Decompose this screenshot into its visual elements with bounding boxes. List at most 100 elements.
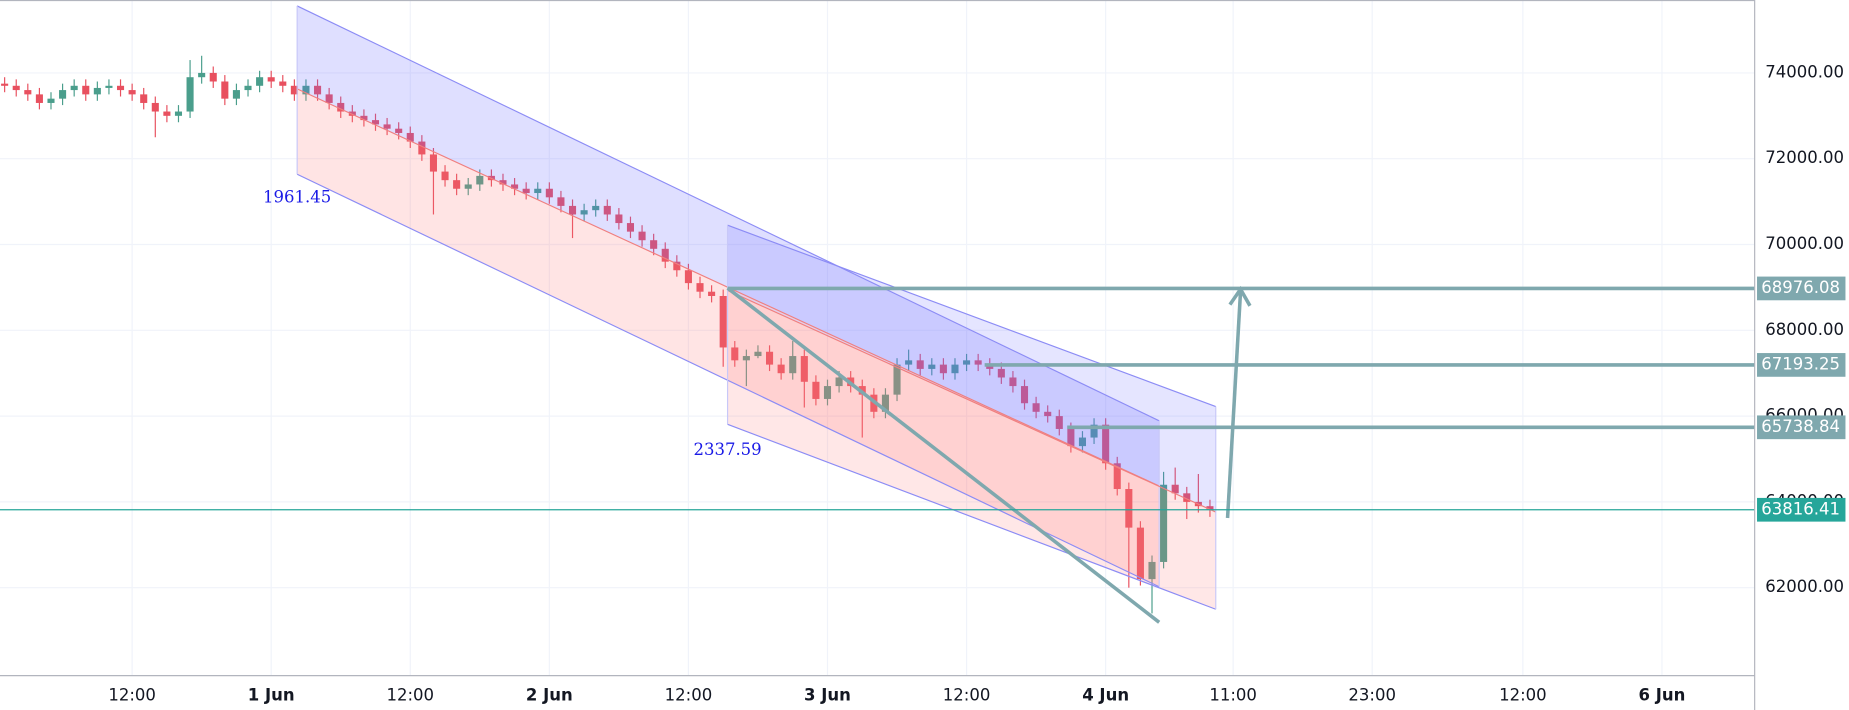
x-tick-label: 2 Jun xyxy=(526,685,573,704)
candle-body xyxy=(997,368,1005,378)
candle-body xyxy=(406,132,414,142)
candle-body xyxy=(638,231,646,241)
candle-body xyxy=(163,111,171,116)
candle-body xyxy=(534,188,542,194)
price-label-box xyxy=(1757,415,1846,440)
candle-body xyxy=(1044,411,1052,417)
channel-line xyxy=(727,289,1217,513)
candle-body xyxy=(24,90,32,95)
x-tick-label: 12:00 xyxy=(665,685,713,704)
x-tick-label: 1 Jun xyxy=(248,685,295,704)
candle-body xyxy=(986,364,994,369)
candle-body xyxy=(128,90,136,95)
candle-body xyxy=(1078,437,1087,447)
current-price-label: 63816.41 xyxy=(1761,499,1840,518)
candle-body xyxy=(140,94,148,103)
candle-body xyxy=(337,102,345,112)
price-label: 68976.08 xyxy=(1761,278,1840,297)
trend-line xyxy=(726,286,1161,624)
candle-body xyxy=(684,270,692,284)
candle-body xyxy=(1055,416,1063,429)
candle-body xyxy=(59,90,67,99)
candle-body xyxy=(1160,484,1168,562)
candle-body xyxy=(325,94,333,103)
candle-body xyxy=(557,197,565,206)
candle-body xyxy=(580,210,588,215)
candle-body xyxy=(1,83,9,86)
candle-body xyxy=(661,248,669,262)
candle-body xyxy=(151,102,159,112)
candle-body xyxy=(453,180,461,189)
candle-body xyxy=(1125,489,1133,528)
candle-body xyxy=(93,87,101,95)
candle-body xyxy=(939,364,947,374)
candle-body xyxy=(1206,506,1214,510)
channel-line xyxy=(296,5,1160,422)
candle-body xyxy=(290,85,298,95)
candle-body xyxy=(511,184,519,189)
candle-body xyxy=(1102,424,1110,464)
y-tick-label: 74000.00 xyxy=(1765,62,1844,81)
candle-body xyxy=(302,85,310,95)
candle-body xyxy=(105,85,113,88)
candle-body xyxy=(116,85,125,91)
candle-body xyxy=(82,85,90,95)
candle-body xyxy=(499,180,507,185)
candle-body xyxy=(221,81,229,99)
y-tick-label: 62000.00 xyxy=(1765,577,1844,596)
candle-body xyxy=(1032,403,1040,412)
candle-body xyxy=(823,386,832,399)
candle-body xyxy=(592,205,600,211)
candle-body xyxy=(545,188,553,198)
candle-body xyxy=(916,360,924,369)
candle-body xyxy=(800,356,808,382)
candle-body xyxy=(476,175,484,185)
candle-body xyxy=(731,347,739,361)
y-tick-label: 70000.00 xyxy=(1765,234,1844,253)
x-tick-label: 12:00 xyxy=(108,685,156,704)
candle-body xyxy=(719,295,727,348)
candle-body xyxy=(766,351,774,365)
candle-body xyxy=(522,188,530,194)
channel-lower-fill xyxy=(727,290,1216,610)
candle-body xyxy=(812,381,820,399)
candle-body xyxy=(626,223,635,232)
candle-body xyxy=(1171,484,1179,494)
candle-body xyxy=(371,120,380,125)
candle-body xyxy=(267,77,275,82)
candle-body xyxy=(1136,527,1144,580)
candle-body xyxy=(893,364,901,395)
candle-body xyxy=(951,364,959,374)
candle-body xyxy=(186,77,194,112)
candle-body xyxy=(789,356,797,374)
x-tick-label: 11:00 xyxy=(1209,685,1257,704)
candle-body xyxy=(256,77,264,86)
x-tick-label: 12:00 xyxy=(1499,685,1547,704)
arrow-line xyxy=(1225,291,1243,519)
candle-body xyxy=(905,360,913,365)
candle-body xyxy=(963,360,971,365)
channel-label: 2337.59 xyxy=(693,440,761,459)
candle-body xyxy=(742,356,750,361)
candle-body xyxy=(615,214,623,224)
candle-body xyxy=(696,283,704,292)
candle-body xyxy=(1020,386,1029,404)
candle-body xyxy=(881,394,889,412)
price-label: 65738.84 xyxy=(1761,417,1840,436)
candle-body xyxy=(1148,561,1156,580)
candle-body xyxy=(1009,377,1017,387)
candle-body xyxy=(209,72,217,82)
channel-line xyxy=(727,224,1216,408)
x-tick-label: 4 Jun xyxy=(1082,685,1129,704)
candle-body xyxy=(360,115,368,121)
candle-body xyxy=(603,205,611,215)
channel-upper-fill xyxy=(727,225,1216,513)
candle-body xyxy=(314,85,322,95)
candle-body xyxy=(232,90,240,99)
price-label: 67193.25 xyxy=(1761,354,1840,373)
candle-body xyxy=(441,171,449,181)
candle-body xyxy=(568,205,577,215)
candle-body xyxy=(835,377,843,387)
channel-label: 1961.45 xyxy=(263,187,331,206)
